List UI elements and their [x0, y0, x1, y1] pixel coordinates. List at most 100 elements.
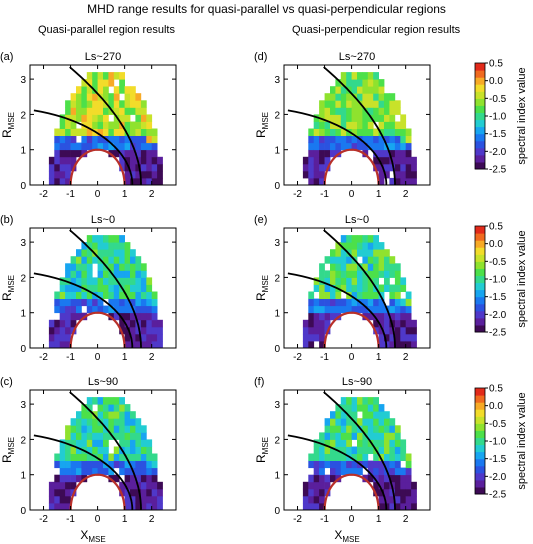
heatmap-cell	[400, 298, 407, 307]
heatmap-cell	[308, 163, 315, 172]
heatmap-cell	[400, 439, 407, 447]
heatmap-cell	[135, 326, 142, 335]
heatmap-cell	[103, 86, 109, 94]
heatmap-cell	[151, 495, 158, 504]
heatmap-cell	[81, 404, 88, 412]
heatmap-cell	[346, 446, 352, 454]
heatmap-cell	[86, 291, 93, 299]
heatmap-cell	[140, 474, 147, 483]
heatmap-cell	[65, 100, 71, 108]
heatmap-cell	[103, 249, 109, 257]
colorbar-segment	[475, 416, 485, 424]
heatmap-cell	[384, 163, 390, 172]
heatmap-cell	[113, 446, 120, 454]
heatmap-cell	[351, 72, 358, 80]
heatmap-cell	[86, 107, 93, 115]
heatmap-cell	[140, 432, 147, 440]
x-tick-label: -2	[293, 352, 302, 363]
heatmap-cell	[330, 149, 336, 158]
heatmap-cell	[76, 411, 82, 419]
heatmap-cell	[124, 170, 131, 179]
heatmap-cell	[130, 277, 136, 285]
heatmap-cell	[411, 333, 417, 342]
heatmap-cell	[135, 135, 142, 144]
colorbar-segment	[475, 303, 485, 312]
heatmap-cell	[351, 446, 358, 454]
heatmap-cell	[146, 305, 153, 314]
heatmap-cell	[346, 404, 352, 412]
heatmap-cell	[400, 312, 407, 321]
heatmap-cell	[346, 114, 352, 122]
heatmap-cell	[378, 156, 385, 165]
heatmap-cell	[92, 277, 98, 285]
colorbar-tick-label: 0.5	[489, 222, 503, 233]
heatmap-cell	[335, 291, 342, 299]
heatmap-cell	[389, 439, 396, 447]
bow-shock-curve	[323, 229, 396, 348]
x-tick-label: 2	[149, 189, 155, 200]
heatmap-cell	[86, 93, 93, 101]
heatmap-cell	[92, 425, 98, 433]
heatmap-cell	[130, 107, 136, 115]
heatmap-cell	[340, 432, 347, 440]
heatmap-cell	[59, 149, 66, 158]
heatmap-cell	[389, 270, 396, 278]
heatmap-cell	[151, 481, 158, 490]
heatmap-cell	[335, 418, 342, 426]
heatmap-cell	[335, 242, 342, 250]
heatmap-cell	[59, 340, 66, 349]
heatmap-cell	[308, 453, 315, 461]
heatmap-cell	[76, 298, 82, 307]
heatmap-cell	[86, 411, 93, 419]
svg-text:RMSE: RMSE	[254, 275, 270, 301]
heatmap-cell	[367, 432, 374, 440]
heatmap-cell	[346, 432, 352, 440]
heatmap-cell	[367, 107, 374, 115]
heatmap-cell	[124, 474, 131, 483]
heatmap-cell	[113, 404, 120, 412]
heatmap-cell	[97, 404, 104, 412]
heatmap-cell	[405, 488, 412, 497]
heatmap-cell	[76, 249, 82, 257]
heatmap-cell	[146, 298, 153, 307]
heatmap-cell	[103, 397, 109, 405]
heatmap-cell	[54, 326, 61, 335]
heatmap-cell	[335, 298, 342, 307]
heatmap-cell	[384, 156, 390, 165]
heatmap-cell	[373, 291, 379, 299]
heatmap-cell	[124, 284, 131, 292]
heatmap-cell	[140, 135, 147, 144]
heatmap-cell	[394, 446, 401, 454]
heatmap-cell	[113, 397, 120, 405]
heatmap-cell	[124, 121, 131, 129]
heatmap-cell	[362, 460, 369, 469]
heatmap-cell	[65, 312, 71, 321]
heatmap-cell	[65, 149, 71, 158]
heatmap-cell	[389, 488, 396, 497]
heatmap-cell	[119, 242, 125, 250]
heatmap-cell	[113, 121, 120, 129]
heatmap-cell	[92, 432, 98, 440]
heatmap-cell	[97, 284, 104, 292]
heatmap-cell	[351, 453, 358, 461]
heatmap-cell	[70, 305, 77, 314]
heatmap-cell	[59, 135, 66, 144]
panel-title: Ls~0	[345, 214, 369, 226]
heatmap-cell	[146, 149, 153, 158]
heatmap-cell	[70, 291, 77, 299]
heatmap-cell	[135, 460, 142, 469]
heatmap-cell	[124, 502, 131, 511]
heatmap-cell	[319, 263, 325, 271]
x-tick-label: -1	[66, 189, 75, 200]
heatmap-cell	[86, 418, 93, 426]
colorbar-tick-label: -0.5	[489, 419, 507, 430]
y-tick-label: 1	[20, 471, 26, 482]
heatmap-cell	[319, 298, 325, 307]
heatmap-cell	[146, 340, 153, 349]
heatmap-cell	[394, 481, 401, 490]
heatmap-cell	[103, 242, 109, 250]
heatmap-cell	[384, 121, 390, 129]
heatmap-cell	[340, 142, 347, 151]
heatmap-cell	[97, 460, 104, 469]
heatmap-cell	[324, 432, 331, 440]
